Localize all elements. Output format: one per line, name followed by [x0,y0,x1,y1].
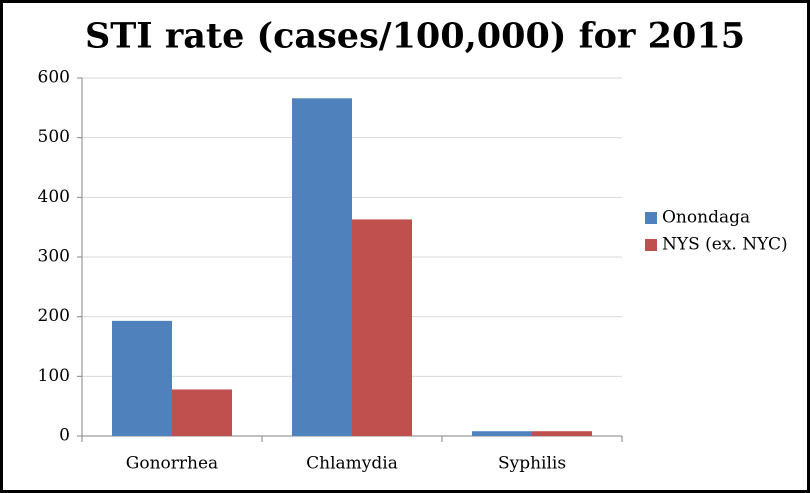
legend-label: Onondaga [662,208,750,228]
bar [292,98,352,436]
y-tick-label: 0 [59,426,70,446]
y-tick-label: 100 [38,366,70,386]
bar [472,431,532,436]
legend-swatch [645,239,657,251]
legend-label: NYS (ex. NYC) [662,235,788,255]
y-tick-label: 300 [38,247,70,267]
y-tick-label: 500 [38,127,70,147]
y-tick-label: 400 [38,187,70,207]
x-tick-label: Chlamydia [306,454,398,474]
bar [172,389,232,436]
y-tick-label: 600 [38,68,70,88]
chart-title: STI rate (cases/100,000) for 2015 [85,16,745,57]
x-tick-label: Gonorrhea [126,454,218,474]
y-tick-label: 200 [38,306,70,326]
bar [352,219,412,436]
bar [112,320,172,436]
x-tick-label: Syphilis [498,454,566,474]
bar [532,431,592,436]
legend-swatch [645,212,657,224]
